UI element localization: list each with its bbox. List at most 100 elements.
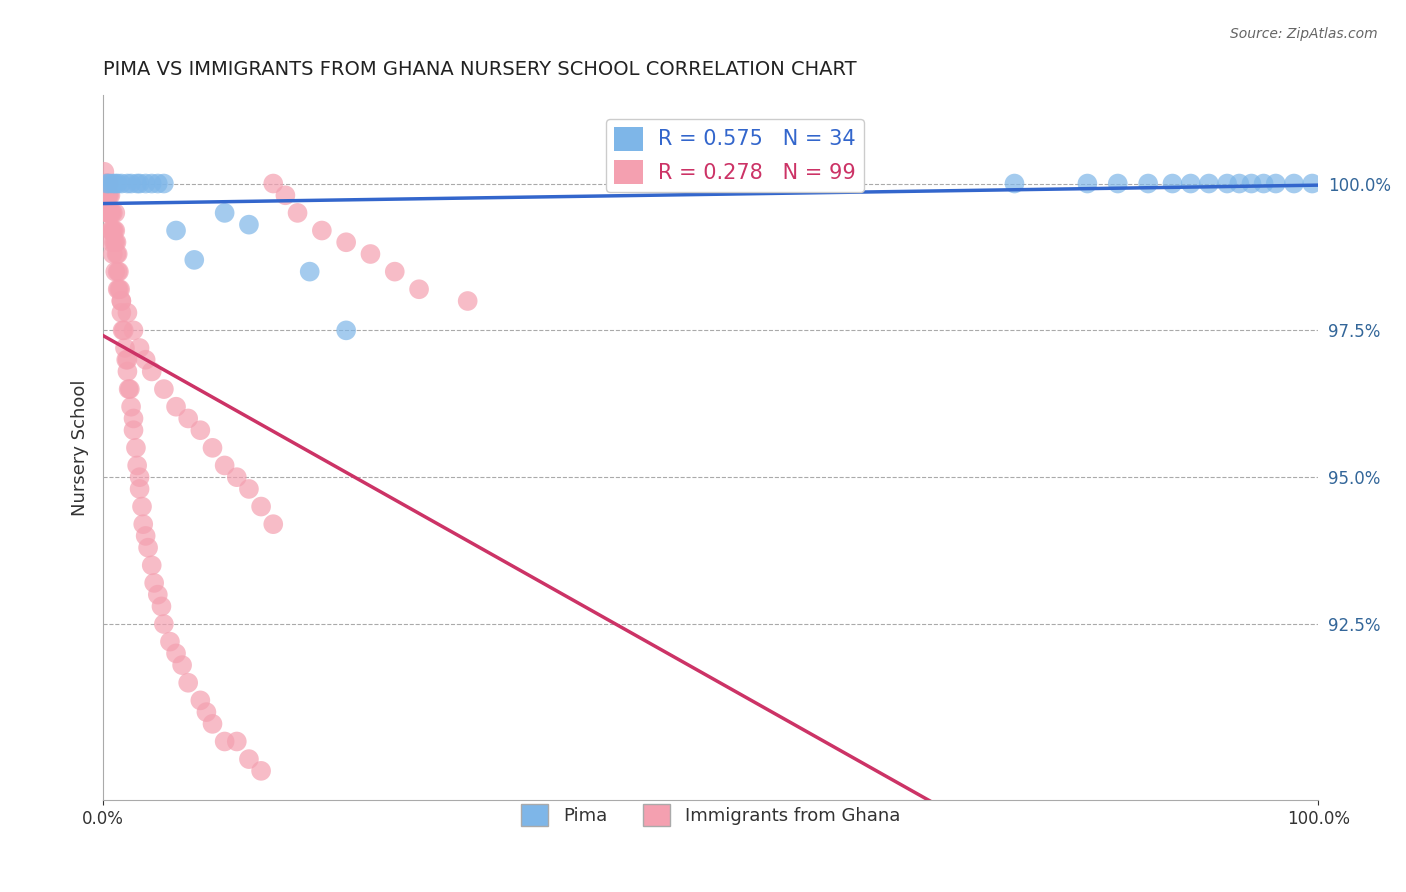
Pima: [1240, 177, 1263, 191]
Immigrants from Ghana: [112, 323, 135, 337]
Immigrants from Ghana: [172, 658, 194, 673]
Immigrants from Ghana: [96, 177, 118, 191]
Immigrants from Ghana: [98, 206, 121, 220]
Immigrants from Ghana: [104, 265, 127, 279]
Immigrants from Ghana: [214, 458, 236, 473]
Immigrants from Ghana: [101, 206, 124, 220]
Immigrants from Ghana: [107, 247, 129, 261]
Immigrants from Ghana: [117, 306, 139, 320]
Immigrants from Ghana: [311, 223, 333, 237]
Immigrants from Ghana: [105, 247, 128, 261]
Pima: [214, 206, 236, 220]
Immigrants from Ghana: [103, 235, 125, 250]
Pima: [1282, 177, 1305, 191]
Pima: [1198, 177, 1220, 191]
Immigrants from Ghana: [262, 177, 284, 191]
Immigrants from Ghana: [128, 482, 150, 496]
Pima: [1107, 177, 1129, 191]
Pima: [127, 177, 149, 191]
Immigrants from Ghana: [120, 400, 142, 414]
Immigrants from Ghana: [225, 470, 247, 484]
Immigrants from Ghana: [97, 177, 120, 191]
Immigrants from Ghana: [150, 599, 173, 614]
Immigrants from Ghana: [98, 206, 121, 220]
Pima: [1137, 177, 1160, 191]
Immigrants from Ghana: [100, 206, 122, 220]
Immigrants from Ghana: [100, 223, 122, 237]
Immigrants from Ghana: [107, 265, 129, 279]
Immigrants from Ghana: [201, 717, 224, 731]
Pima: [107, 177, 129, 191]
Immigrants from Ghana: [94, 188, 117, 202]
Immigrants from Ghana: [100, 223, 122, 237]
Immigrants from Ghana: [188, 423, 211, 437]
Pima: [141, 177, 163, 191]
Immigrants from Ghana: [250, 500, 273, 514]
Immigrants from Ghana: [122, 423, 145, 437]
Pima: [298, 265, 321, 279]
Pima: [1216, 177, 1239, 191]
Immigrants from Ghana: [136, 541, 159, 555]
Immigrants from Ghana: [188, 693, 211, 707]
Text: Source: ZipAtlas.com: Source: ZipAtlas.com: [1230, 27, 1378, 41]
Immigrants from Ghana: [105, 235, 128, 250]
Immigrants from Ghana: [111, 323, 134, 337]
Immigrants from Ghana: [97, 188, 120, 202]
Pima: [1227, 177, 1250, 191]
Pima: [1180, 177, 1202, 191]
Pima: [1004, 177, 1026, 191]
Pima: [183, 252, 205, 267]
Immigrants from Ghana: [110, 293, 132, 308]
Y-axis label: Nursery School: Nursery School: [72, 380, 89, 516]
Immigrants from Ghana: [104, 206, 127, 220]
Pima: [1253, 177, 1275, 191]
Immigrants from Ghana: [146, 588, 169, 602]
Immigrants from Ghana: [143, 575, 166, 590]
Immigrants from Ghana: [122, 411, 145, 425]
Immigrants from Ghana: [97, 188, 120, 202]
Immigrants from Ghana: [384, 265, 406, 279]
Pima: [96, 177, 118, 191]
Immigrants from Ghana: [195, 705, 218, 719]
Immigrants from Ghana: [359, 247, 381, 261]
Immigrants from Ghana: [141, 364, 163, 378]
Immigrants from Ghana: [104, 223, 127, 237]
Pima: [104, 177, 127, 191]
Pima: [1264, 177, 1286, 191]
Pima: [128, 177, 150, 191]
Pima: [153, 177, 176, 191]
Immigrants from Ghana: [97, 206, 120, 220]
Immigrants from Ghana: [262, 517, 284, 532]
Immigrants from Ghana: [108, 282, 131, 296]
Immigrants from Ghana: [100, 206, 122, 220]
Immigrants from Ghana: [128, 341, 150, 355]
Immigrants from Ghana: [238, 752, 260, 766]
Pima: [98, 177, 121, 191]
Immigrants from Ghana: [125, 441, 148, 455]
Immigrants from Ghana: [335, 235, 357, 250]
Legend: Pima, Immigrants from Ghana: Pima, Immigrants from Ghana: [515, 797, 907, 833]
Immigrants from Ghana: [201, 441, 224, 455]
Pima: [335, 323, 357, 337]
Immigrants from Ghana: [100, 188, 122, 202]
Pima: [165, 223, 187, 237]
Immigrants from Ghana: [98, 188, 121, 202]
Pima: [101, 177, 124, 191]
Immigrants from Ghana: [118, 382, 141, 396]
Immigrants from Ghana: [274, 188, 297, 202]
Immigrants from Ghana: [107, 282, 129, 296]
Immigrants from Ghana: [287, 206, 309, 220]
Immigrants from Ghana: [117, 382, 139, 396]
Pima: [1076, 177, 1098, 191]
Immigrants from Ghana: [114, 341, 136, 355]
Immigrants from Ghana: [177, 675, 200, 690]
Immigrants from Ghana: [101, 247, 124, 261]
Immigrants from Ghana: [96, 206, 118, 220]
Immigrants from Ghana: [110, 306, 132, 320]
Immigrants from Ghana: [408, 282, 430, 296]
Immigrants from Ghana: [110, 293, 132, 308]
Pima: [146, 177, 169, 191]
Immigrants from Ghana: [177, 411, 200, 425]
Immigrants from Ghana: [250, 764, 273, 778]
Immigrants from Ghana: [100, 235, 122, 250]
